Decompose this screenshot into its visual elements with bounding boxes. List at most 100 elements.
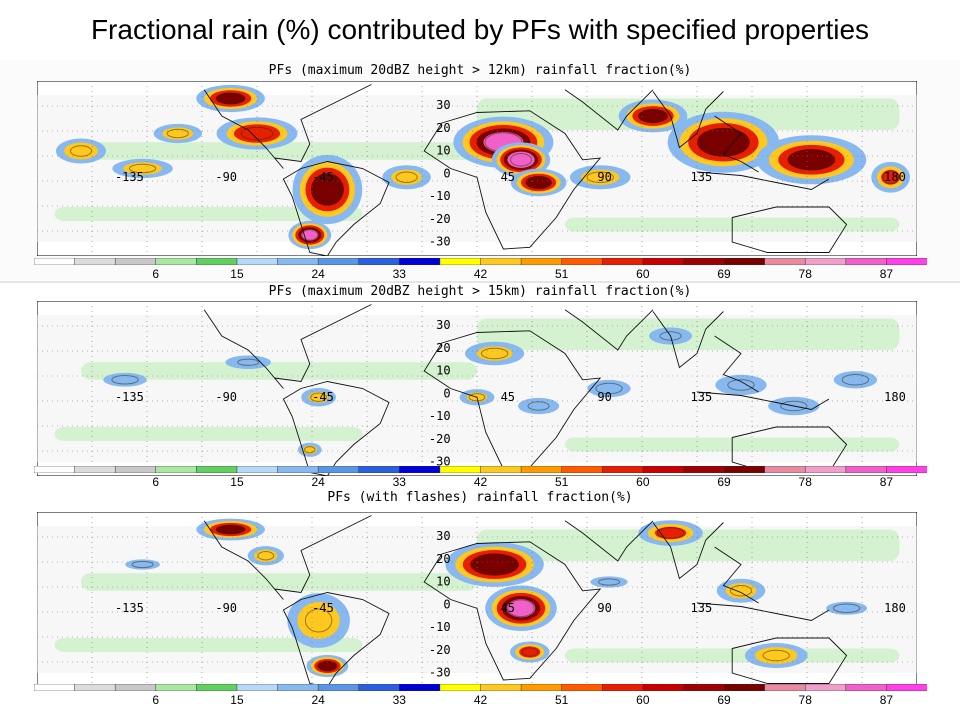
colorbar-swatch <box>764 258 806 265</box>
latitude-label: 20 <box>436 121 450 135</box>
map-grid <box>37 81 917 256</box>
rain-contour <box>125 559 160 570</box>
rain-contour <box>507 151 535 168</box>
colorbar-swatch <box>74 466 116 473</box>
rain-contour <box>131 560 154 569</box>
longitude-label: -45 <box>312 170 334 184</box>
rain-contour <box>81 142 477 160</box>
rain-contour <box>586 171 614 183</box>
colorbar-swatch <box>683 258 725 265</box>
colorbar-tick-label: 69 <box>717 267 731 281</box>
colorbar-swatch <box>399 684 441 691</box>
rain-contour <box>69 145 93 157</box>
latitude-label: -20 <box>429 643 451 657</box>
rain-contour <box>833 371 878 389</box>
map-panel-12km: PFs (maximum 20dBZ height > 12km) rainfa… <box>0 60 960 281</box>
colorbar-swatch <box>723 466 766 473</box>
colorbar-swatch <box>845 258 888 265</box>
panel-divider <box>0 281 960 283</box>
longitude-label: -45 <box>312 601 334 615</box>
colorbar-tick-label: 60 <box>636 475 650 489</box>
rain-contour <box>395 171 418 183</box>
colorbar-swatch <box>642 258 685 265</box>
latitude-label: -30 <box>429 235 451 249</box>
colorbar-swatch <box>277 684 319 691</box>
colorbar-tick-label: 42 <box>473 693 488 707</box>
colorbar-swatch <box>561 258 604 265</box>
rain-contour <box>762 649 790 662</box>
colorbar-swatch <box>196 258 238 265</box>
colorbar-tick-label: 15 <box>230 267 244 281</box>
rain-contour <box>639 109 667 123</box>
colorbar-swatch <box>804 258 847 265</box>
latitude-label: -30 <box>429 455 451 469</box>
colorbar-tick-label: 42 <box>473 267 488 281</box>
rain-contour <box>881 169 901 185</box>
rain-contour <box>506 599 536 618</box>
rain-contour <box>477 98 900 130</box>
colorbar-tick-label: 6 <box>152 267 160 281</box>
rain-contour <box>54 638 363 652</box>
rain-contour <box>729 585 753 597</box>
colorbar-swatch <box>683 466 725 473</box>
rain-contour <box>128 163 157 174</box>
rain-contour <box>715 374 767 396</box>
rain-contour <box>654 526 687 540</box>
colorbar-tick-label: 51 <box>554 693 569 707</box>
colorbar-swatch <box>34 466 76 473</box>
rain-contour <box>882 170 900 185</box>
colorbar-swatch <box>399 258 441 265</box>
colorbar-swatch <box>358 258 401 265</box>
rain-contour <box>787 149 836 171</box>
map-panel-15km: PFs (maximum 20dBZ height > 15km) rainfa… <box>0 283 960 495</box>
colorbar-swatch <box>236 684 279 691</box>
slide-title: Fractional rain (%) contributed by PFs w… <box>90 14 870 45</box>
colorbar-swatch <box>317 258 360 265</box>
coastline <box>203 84 848 256</box>
latitude-label: 10 <box>436 144 450 158</box>
rainfall-fraction-map: -135 -90 -45 45 90 135 180 30 20 10 0 -10 -20 -30 <box>37 81 917 256</box>
longitude-label: 135 <box>691 170 713 184</box>
colorbar-swatch <box>764 466 806 473</box>
rainfall-fraction-map: -135 -90 -45 45 90 135 180 30 20 10 0 -10 -20 -30 <box>37 301 917 476</box>
latitude-label: 10 <box>436 575 450 589</box>
colorbar-swatch <box>480 258 522 265</box>
colorbar-tick-label: 69 <box>717 475 731 489</box>
colorbar-tick-label: 87 <box>879 693 894 707</box>
latitude-label: -20 <box>429 212 451 226</box>
rain-contour <box>509 152 533 167</box>
coastline <box>203 515 848 687</box>
rain-contour <box>638 108 668 124</box>
colorbar-swatch <box>520 684 563 691</box>
colorbar-tick-label: 78 <box>798 693 812 707</box>
rain-contour <box>475 555 514 574</box>
latitude-label: 0 <box>443 166 450 180</box>
colorbar-swatch <box>561 684 604 691</box>
longitude-label: 90 <box>597 601 611 615</box>
colorbar-swatch <box>196 466 238 473</box>
rain-contour <box>111 375 139 385</box>
colorbar-swatch <box>845 466 888 473</box>
latitude-label: 30 <box>436 529 450 543</box>
colorbar: 6 15 24 33 42 51 60 69 78 87 <box>34 466 927 489</box>
latitude-label: 30 <box>436 318 450 332</box>
rain-contour <box>301 229 319 241</box>
map-panel-flashes: PFs (with flashes) rainfall fraction(%) … <box>0 489 960 717</box>
rain-contour <box>789 149 834 170</box>
rain-contour <box>597 578 621 586</box>
colorbar-swatch <box>74 684 116 691</box>
rainfall-fraction-map: -135 -90 -45 45 90 135 180 30 20 10 0 -10 -20 -30 <box>37 512 917 687</box>
rain-contour <box>507 599 535 618</box>
colorbar-swatch <box>642 684 685 691</box>
colorbar-swatch <box>480 466 522 473</box>
latitude-label: -20 <box>429 432 451 446</box>
colorbar-tick-label: 87 <box>879 267 894 281</box>
rain-contour <box>841 374 870 386</box>
colorbar-swatch <box>804 684 847 691</box>
colorbar-swatch <box>277 258 319 265</box>
colorbar-swatch <box>317 684 360 691</box>
colorbar-swatch <box>561 466 604 473</box>
colorbar-swatch <box>520 466 563 473</box>
rain-contour <box>313 175 342 204</box>
colorbar-tick-label: 33 <box>392 475 406 489</box>
